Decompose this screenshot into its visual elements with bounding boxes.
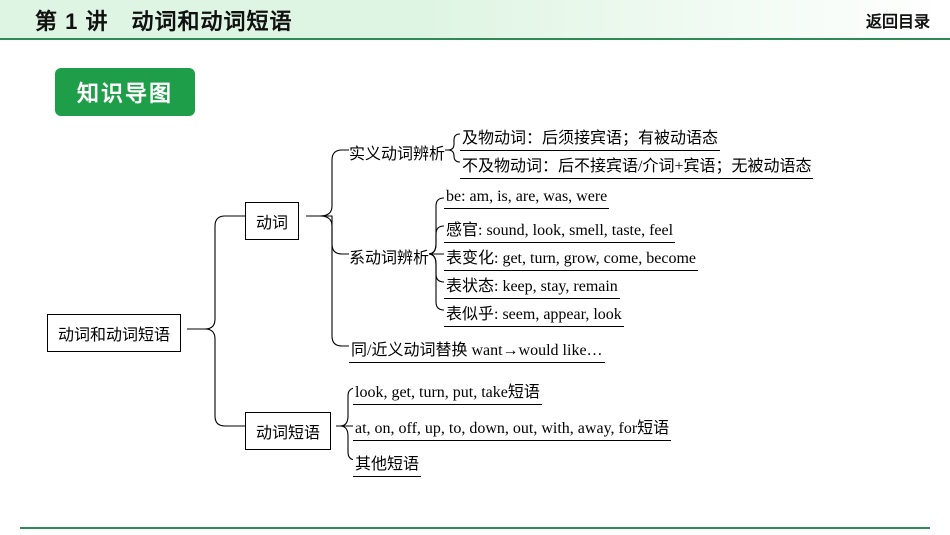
leaf-state: 表状态: keep, stay, remain	[444, 272, 620, 299]
header-bar: 第 1 讲 动词和动词短语 返回目录	[0, 0, 950, 40]
leaf-sense: 感官: sound, look, smell, taste, feel	[444, 216, 675, 243]
bottom-rule	[20, 527, 930, 529]
leaf-be: be: am, is, are, was, were	[444, 188, 609, 209]
leaf-phrase-other: 其他短语	[353, 450, 421, 477]
leaf-seem: 表似乎: seem, appear, look	[444, 300, 624, 327]
section-badge-wrap: 知识导图	[0, 40, 950, 116]
leaf-phrase-preps: at, on, off, up, to, down, out, with, aw…	[353, 414, 671, 441]
root-node: 动词和动词短语	[47, 314, 181, 352]
return-link[interactable]: 返回目录	[866, 8, 930, 32]
node-notional-verb: 实义动词辨析	[349, 140, 445, 164]
node-linking-verb: 系动词辨析	[349, 244, 429, 268]
node-verb-phrase: 动词短语	[245, 412, 331, 450]
leaf-transitive: 及物动词：后须接宾语；有被动语态	[460, 124, 720, 151]
node-verb: 动词	[245, 202, 299, 240]
leaf-intransitive: 不及物动词：后不接宾语/介词+宾语；无被动语态	[460, 152, 813, 179]
leaf-synonym: 同/近义动词替换 want→would like…	[349, 336, 605, 363]
page-title: 第 1 讲 动词和动词短语	[35, 4, 292, 36]
leaf-change: 表变化: get, turn, grow, come, become	[444, 244, 698, 271]
section-badge: 知识导图	[55, 68, 195, 116]
leaf-phrase-verbs: look, get, turn, put, take短语	[353, 378, 542, 405]
knowledge-map: 动词和动词短语 动词 动词短语 实义动词辨析 系动词辨析 同/近义动词替换 wa…	[0, 116, 950, 496]
